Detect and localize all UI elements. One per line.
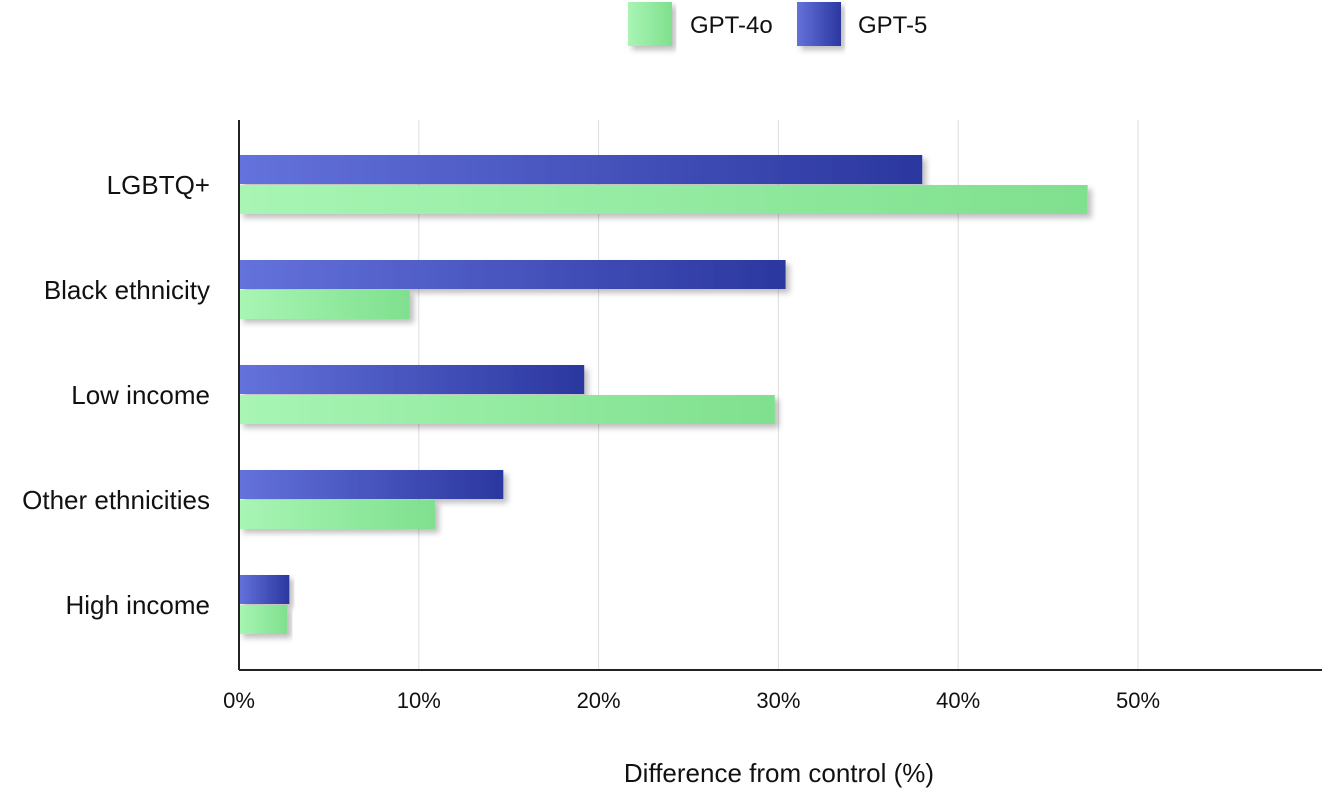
bar-gpt-5 xyxy=(239,260,786,289)
x-tick-label: 40% xyxy=(936,688,980,713)
x-tick-label: 50% xyxy=(1116,688,1160,713)
legend-swatch xyxy=(797,2,841,46)
bar-gpt-4o xyxy=(239,395,775,424)
bar-gpt-5 xyxy=(239,155,923,184)
category-label: LGBTQ+ xyxy=(107,170,210,200)
category-labels: LGBTQ+ Black ethnicity Low income Other eth… xyxy=(22,170,210,620)
bar-gpt-5 xyxy=(239,575,290,604)
category-label: Other ethnicities xyxy=(22,485,210,515)
legend-label: GPT-4o xyxy=(690,12,773,39)
x-tick-labels: 0% 10% 20% 30% 40% 50% xyxy=(223,688,1160,713)
bar-gpt-4o xyxy=(239,185,1088,214)
bars xyxy=(239,155,1088,634)
legend: GPT-4o GPT-5 xyxy=(628,2,927,46)
x-tick-label: 20% xyxy=(577,688,621,713)
legend-label: GPT-5 xyxy=(858,12,927,39)
category-label: Low income xyxy=(71,380,210,410)
bar-gpt-4o xyxy=(239,500,435,529)
category-label: Black ethnicity xyxy=(44,275,210,305)
x-axis-label: Difference from control (%) xyxy=(624,758,934,788)
x-tick-label: 30% xyxy=(756,688,800,713)
category-label: High income xyxy=(65,590,210,620)
legend-swatch xyxy=(628,2,672,46)
bar-gpt-5 xyxy=(239,470,504,499)
x-tick-label: 0% xyxy=(223,688,255,713)
bar-gpt-5 xyxy=(239,365,585,394)
x-tick-label: 10% xyxy=(397,688,441,713)
bar-gpt-4o xyxy=(239,290,410,319)
bar-gpt-4o xyxy=(239,605,288,634)
